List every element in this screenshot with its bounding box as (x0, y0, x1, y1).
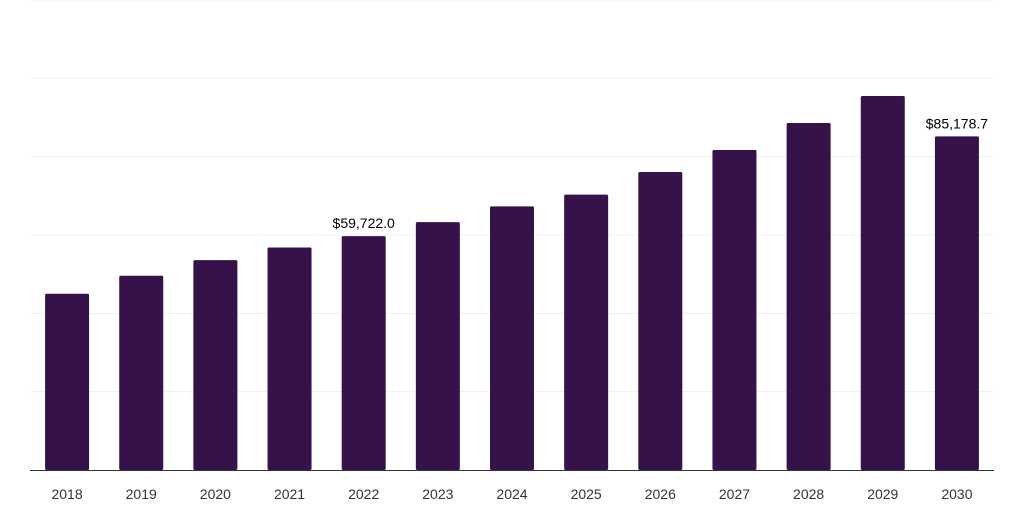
x-tick-label-2029: 2029 (867, 486, 898, 502)
x-tick-label-2018: 2018 (51, 486, 82, 502)
bar-2026[interactable] (638, 171, 683, 471)
x-tick-label-2019: 2019 (126, 486, 157, 502)
x-tick-label-2030: 2030 (941, 486, 972, 502)
x-tick-label-2024: 2024 (496, 486, 527, 502)
data-label-2030: $85,178.7 (926, 115, 988, 131)
bar-2028[interactable] (786, 122, 831, 470)
x-tick-label-2021: 2021 (274, 486, 305, 502)
x-tick-label-2023: 2023 (422, 486, 453, 502)
data-label-2022: $59,722.0 (333, 215, 395, 231)
x-axis-tick-labels: 2018 2019 2020 2021 2022 2023 2024 2025 2026 2027… (51, 486, 972, 502)
bars (45, 95, 979, 471)
bar-2025[interactable] (564, 194, 609, 471)
x-tick-label-2026: 2026 (645, 486, 676, 502)
x-tick-label-2025: 2025 (571, 486, 602, 502)
bar-2021[interactable] (267, 247, 312, 470)
bar-2024[interactable] (490, 206, 534, 471)
x-tick-label-2020: 2020 (200, 486, 231, 502)
bar-2027[interactable] (712, 150, 757, 470)
bar-2020[interactable] (193, 260, 238, 470)
x-tick-label-2028: 2028 (793, 486, 824, 502)
x-tick-label-2027: 2027 (719, 486, 750, 502)
data-labels: $59,722.0 $85,178.7 (333, 115, 989, 231)
x-tick-label-2022: 2022 (348, 486, 379, 502)
bar-2030[interactable] (934, 136, 979, 470)
bar-2022[interactable] (341, 236, 386, 470)
bar-2029[interactable] (860, 95, 905, 470)
bar-2019[interactable] (119, 275, 164, 470)
bar-2018[interactable] (45, 293, 90, 470)
bar-2023[interactable] (415, 222, 460, 470)
